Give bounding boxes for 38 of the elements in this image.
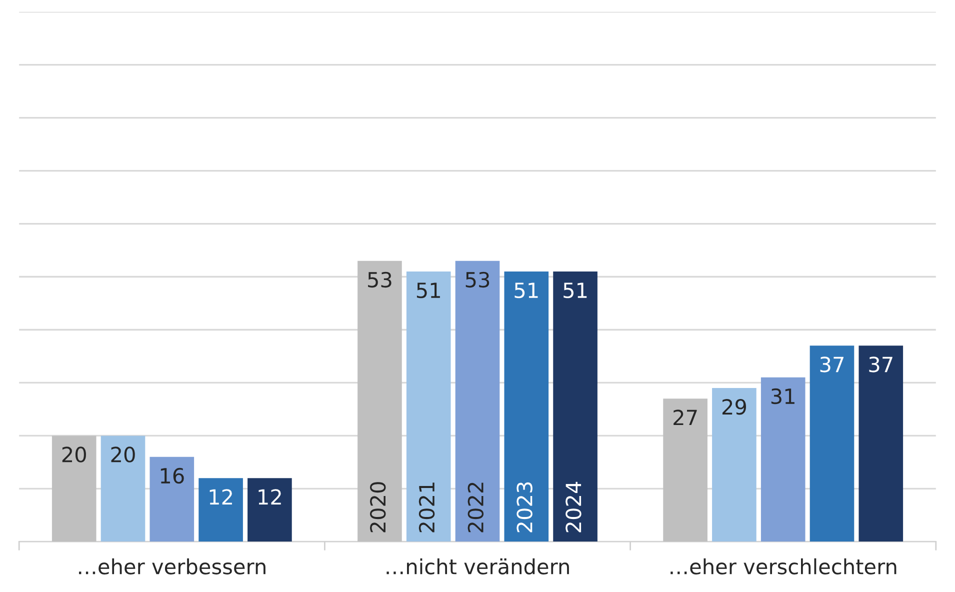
series-label: 2022 (468, 482, 484, 532)
data-label: 37 (869, 356, 892, 372)
x-tick-label: …eher verbessern (79, 558, 266, 574)
bar (712, 388, 756, 542)
bar (406, 271, 451, 542)
bar (52, 436, 96, 542)
data-label: 20 (62, 446, 86, 462)
bar (553, 271, 598, 542)
series-label: 2021 (418, 482, 435, 532)
x-tick-label: …nicht verändern (386, 558, 569, 574)
data-label: 37 (820, 356, 844, 372)
bar (858, 346, 904, 542)
bar (810, 346, 854, 542)
data-label: 51 (514, 282, 538, 298)
data-label: 51 (564, 282, 587, 298)
series-label: 2024 (566, 482, 582, 532)
bar (198, 478, 243, 542)
data-label: 20 (111, 446, 135, 462)
data-label: 27 (674, 410, 697, 426)
data-label: 53 (368, 272, 392, 288)
bar (455, 260, 500, 542)
bar (150, 456, 194, 542)
data-label: 53 (466, 272, 490, 288)
data-label: 29 (722, 398, 746, 415)
data-label: 51 (416, 282, 440, 298)
bar (504, 271, 549, 542)
bar (760, 377, 806, 542)
data-label: 12 (210, 489, 232, 505)
bar (248, 478, 292, 542)
series-label: 2023 (516, 482, 532, 532)
data-label: 31 (771, 388, 794, 404)
bar (358, 260, 402, 542)
data-label: 16 (160, 468, 184, 484)
x-tick-label: …eher verschlechtern (670, 558, 896, 574)
bar (663, 398, 708, 542)
data-label: 12 (258, 489, 281, 505)
series-label: 2020 (370, 482, 386, 532)
bar (100, 436, 146, 542)
